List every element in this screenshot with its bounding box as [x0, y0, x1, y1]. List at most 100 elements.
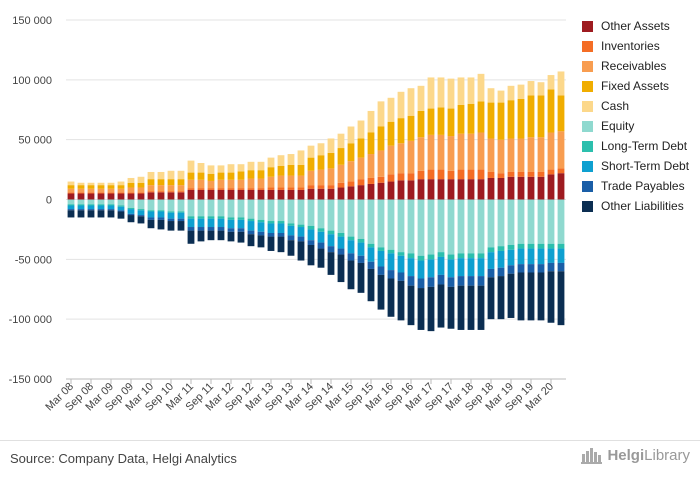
bar-segment	[367, 183, 375, 200]
legend-label: Equity	[601, 119, 635, 133]
bar-segment	[327, 152, 335, 169]
bar-segment	[237, 228, 245, 232]
bar-segment	[67, 210, 75, 218]
bar-segment	[267, 223, 275, 234]
bar-segment	[167, 218, 175, 222]
bar-segment	[547, 174, 555, 200]
legend-item-other-liabilities[interactable]: Other Liabilities	[582, 196, 689, 216]
bar-segment	[197, 227, 205, 231]
bar-segment	[417, 255, 425, 261]
legend-item-other-assets[interactable]: Other Assets	[582, 16, 689, 36]
bar-segment	[307, 145, 315, 158]
bar-segment	[257, 178, 265, 189]
bar-segment	[397, 91, 405, 119]
legend-item-inventories[interactable]: Inventories	[582, 36, 689, 56]
bar-segment	[157, 171, 165, 180]
bar-segment	[97, 205, 105, 210]
bar-segment	[497, 90, 505, 103]
bar-segment	[307, 170, 315, 186]
bar-segment	[417, 288, 425, 330]
bar-segment	[107, 204, 115, 206]
legend-item-short-term-debt[interactable]: Short-Term Debt	[582, 156, 689, 176]
legend-item-trade-payables[interactable]: Trade Payables	[582, 176, 689, 196]
bar-segment	[507, 85, 515, 101]
bar-segment	[357, 238, 365, 243]
bar-segment	[317, 231, 325, 243]
bar-segment	[247, 170, 255, 179]
bar-segment	[127, 182, 135, 188]
bar-segment	[107, 205, 115, 210]
bar-segment	[547, 243, 555, 249]
bar-segment	[77, 199, 85, 205]
bar-segment	[267, 176, 275, 188]
y-tick-label: -100 000	[9, 314, 52, 326]
bar-segment	[327, 185, 335, 189]
bar-segment	[307, 185, 315, 189]
bar-segment	[347, 143, 355, 162]
bar-segment	[187, 188, 195, 190]
bar-segment	[77, 193, 85, 200]
bar-segment	[387, 121, 395, 146]
bar-segment	[107, 209, 115, 211]
bar-segment	[307, 244, 315, 266]
bar-segment	[227, 217, 235, 220]
bar-segment	[477, 132, 485, 170]
bar-segment	[207, 227, 215, 231]
bar-segment	[387, 270, 395, 279]
bar-segment	[137, 192, 145, 194]
bar-segment	[197, 189, 205, 200]
bar-segment	[427, 286, 435, 332]
bar-segment	[87, 188, 95, 193]
bar-segment	[527, 95, 535, 138]
bar-segment	[427, 254, 435, 260]
bar-segment	[447, 136, 455, 171]
bar-segment	[307, 240, 315, 245]
bar-segment	[507, 249, 515, 266]
source-note: Source: Company Data, Helgi Analytics	[10, 451, 237, 466]
bar-segment	[497, 276, 505, 320]
bar-segment	[467, 77, 475, 104]
bar-segment	[337, 187, 345, 200]
bar-segment	[277, 187, 285, 190]
bar-segment	[157, 210, 165, 212]
bar-segment	[147, 192, 155, 200]
balance-sheet-chart: 150 000 100 000 50 000 0 -50 000 -100 000 -150…	[9, 15, 566, 414]
bar-segment	[357, 242, 365, 256]
y-tick-label: 150 000	[12, 15, 52, 27]
bar-segment	[157, 219, 165, 230]
bar-segment	[407, 276, 415, 286]
legend-item-fixed-assets[interactable]: Fixed Assets	[582, 76, 689, 96]
bar-segment	[517, 248, 525, 265]
bar-segment	[387, 174, 395, 182]
bar-segment	[487, 252, 495, 269]
helgi-library-logo[interactable]: Helgi Library	[581, 446, 690, 464]
legend-item-long-term-debt[interactable]: Long-Term Debt	[582, 136, 689, 156]
legend: Other Assets Inventories Receivables Fix…	[582, 16, 689, 216]
bar-segment	[197, 199, 205, 217]
bar-segment	[477, 276, 485, 286]
legend-item-receivables[interactable]: Receivables	[582, 56, 689, 76]
bar-segment	[87, 192, 95, 194]
bar-segment	[277, 155, 285, 166]
legend-label: Other Assets	[601, 19, 670, 33]
legend-swatch	[582, 200, 593, 212]
bar-segment	[547, 248, 555, 263]
bar-segment	[267, 189, 275, 200]
bar-segment	[477, 199, 485, 254]
bar-segment	[177, 192, 185, 200]
bar-segment	[547, 199, 555, 244]
bar-segment	[147, 219, 155, 229]
bar-segment	[117, 210, 125, 212]
bar-segment	[117, 211, 125, 219]
legend-item-equity[interactable]: Equity	[582, 116, 689, 136]
bar-segment	[487, 277, 495, 320]
bar-segment	[267, 221, 275, 224]
bar-segment	[367, 268, 375, 302]
bar-segment	[87, 204, 95, 206]
bar-segment	[237, 217, 245, 220]
bar-segment	[307, 188, 315, 200]
bar-segment	[227, 179, 235, 189]
legend-item-cash[interactable]: Cash	[582, 96, 689, 116]
bar-segment	[517, 199, 525, 244]
bar-segment	[67, 192, 75, 194]
